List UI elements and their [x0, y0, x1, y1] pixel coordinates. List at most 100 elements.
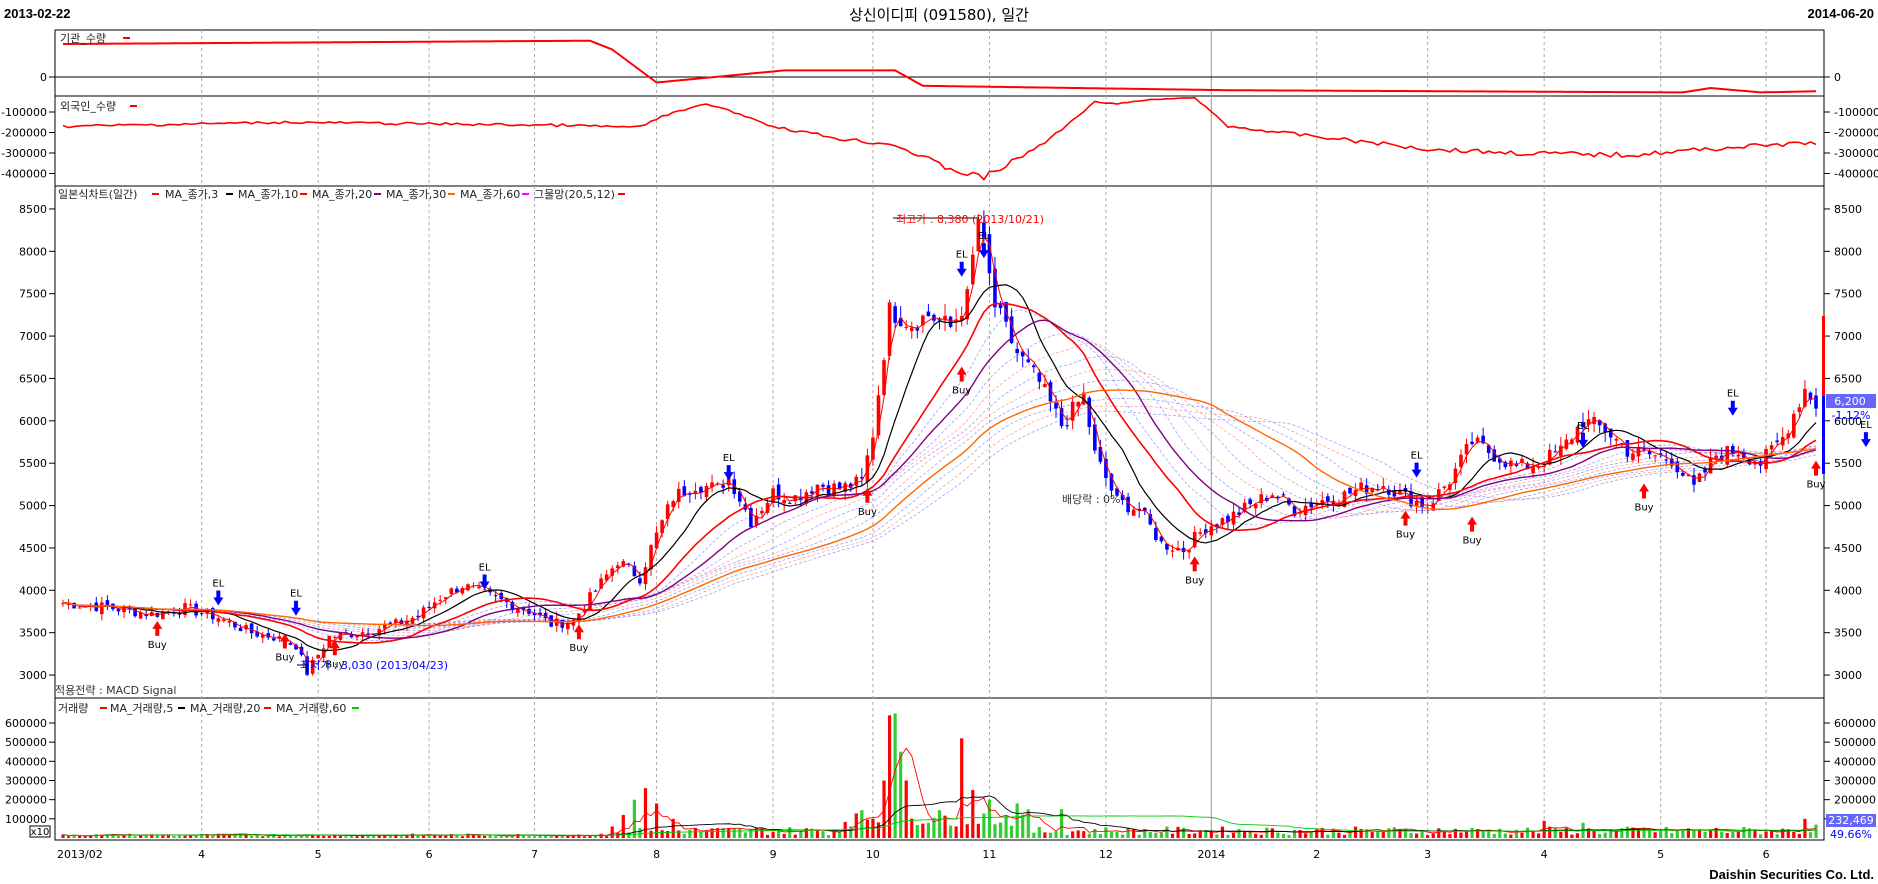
candle-body	[199, 613, 204, 615]
volume-bar	[66, 836, 71, 838]
volume-bar	[1337, 832, 1341, 838]
candle-body	[233, 621, 237, 628]
panel-frame-volume	[54, 697, 1825, 841]
sell-arrow-icon	[723, 465, 734, 481]
candle-body	[1414, 500, 1419, 507]
volume-bar	[1553, 827, 1557, 838]
candle-body	[1165, 543, 1169, 550]
candle-body	[1237, 512, 1241, 515]
volume-bar	[1226, 835, 1230, 838]
ma-line-30	[62, 319, 1817, 639]
candle-body	[543, 613, 548, 619]
volume-bar	[960, 738, 964, 838]
panel-frame-price	[54, 185, 1825, 699]
volume-bar	[1304, 833, 1308, 838]
sell-arrow-icon	[1860, 432, 1871, 448]
candle-body	[721, 485, 725, 488]
inst-legend: 기관_수량	[60, 32, 106, 45]
volume-bar	[1359, 829, 1363, 838]
candle-body	[1331, 501, 1336, 506]
volume-bar	[477, 834, 481, 838]
volume-bar	[1464, 831, 1469, 838]
volume-bar	[455, 834, 459, 838]
candle-body	[116, 608, 121, 612]
signal-label: Buy	[1462, 536, 1481, 547]
candle-body	[438, 599, 443, 601]
price-tick-label: 3000	[19, 669, 47, 682]
candle-body	[1525, 463, 1530, 469]
candle-body	[1631, 453, 1635, 461]
volume-bar	[571, 835, 575, 838]
candle-body	[455, 588, 459, 593]
volume-bar	[449, 834, 453, 838]
candle-body	[737, 491, 742, 502]
candle-body	[976, 219, 981, 252]
volume-bar	[1176, 826, 1180, 838]
volume-bar	[1215, 834, 1219, 838]
signal-label: EL	[1577, 421, 1589, 432]
volume-bar	[1514, 829, 1519, 838]
volume-bar	[677, 830, 681, 838]
ma-line-20	[62, 302, 1817, 644]
candle-body	[1309, 503, 1313, 508]
candle-body	[460, 587, 465, 594]
volume-bar	[1071, 831, 1075, 838]
sell-arrow-icon	[1727, 400, 1738, 416]
volume-bar	[1498, 828, 1502, 838]
volume-bar	[865, 819, 869, 838]
volume-bar	[433, 835, 437, 838]
candle-body	[599, 578, 603, 589]
volume-bar	[638, 828, 642, 838]
candle-body	[1076, 401, 1080, 407]
volume-bar	[1481, 830, 1485, 838]
legend-swatch	[152, 193, 159, 195]
volume-bar	[732, 828, 736, 838]
net-line	[74, 303, 1817, 644]
volume-bar	[316, 834, 320, 838]
volume-tick-label: 400000	[1834, 755, 1876, 768]
price-tick-label: 6500	[1834, 372, 1862, 385]
volume-bar	[1659, 830, 1663, 838]
volume-bar	[1609, 829, 1613, 838]
volume-bar	[1115, 831, 1119, 838]
candle-body	[299, 646, 304, 655]
volume-bar	[161, 835, 165, 838]
candle-body	[1486, 445, 1491, 454]
volume-bar	[471, 833, 476, 838]
volume-bar	[83, 836, 87, 838]
volume-bar	[793, 834, 797, 838]
candle-body	[1070, 401, 1075, 421]
volume-bar	[1753, 829, 1757, 838]
signal-label: EL	[978, 231, 990, 242]
low-marker	[297, 664, 308, 673]
volume-bar	[1276, 832, 1280, 838]
volume-bar	[1315, 829, 1319, 838]
volume-bar	[1154, 832, 1158, 838]
volume-bar	[183, 835, 187, 838]
volume-bar	[627, 832, 631, 838]
volume-tick-label: 600000	[1834, 717, 1876, 730]
volume-bar	[327, 835, 331, 838]
volume-bar	[1614, 830, 1618, 838]
volume-bar	[582, 836, 587, 838]
volume-bar	[549, 836, 553, 838]
candle-body	[66, 602, 71, 605]
candle-body	[1131, 509, 1136, 516]
candle-body	[61, 603, 65, 605]
volume-bar	[982, 813, 986, 838]
volume-bar	[532, 836, 537, 838]
candle-body	[1320, 500, 1325, 506]
candle-body	[105, 600, 110, 607]
candle-body	[821, 484, 825, 487]
candle-body	[1564, 439, 1569, 449]
volume-bar	[72, 835, 76, 838]
price-tick-label: 7500	[1834, 288, 1862, 301]
volume-bar	[1126, 827, 1130, 838]
candle-body	[1281, 494, 1286, 496]
candle-body	[1442, 486, 1447, 489]
volume-bar	[1365, 829, 1369, 838]
foreign-tick-label: -100000	[1, 106, 47, 119]
volume-bar	[1808, 832, 1813, 838]
x-tick-label: 9	[770, 848, 777, 861]
